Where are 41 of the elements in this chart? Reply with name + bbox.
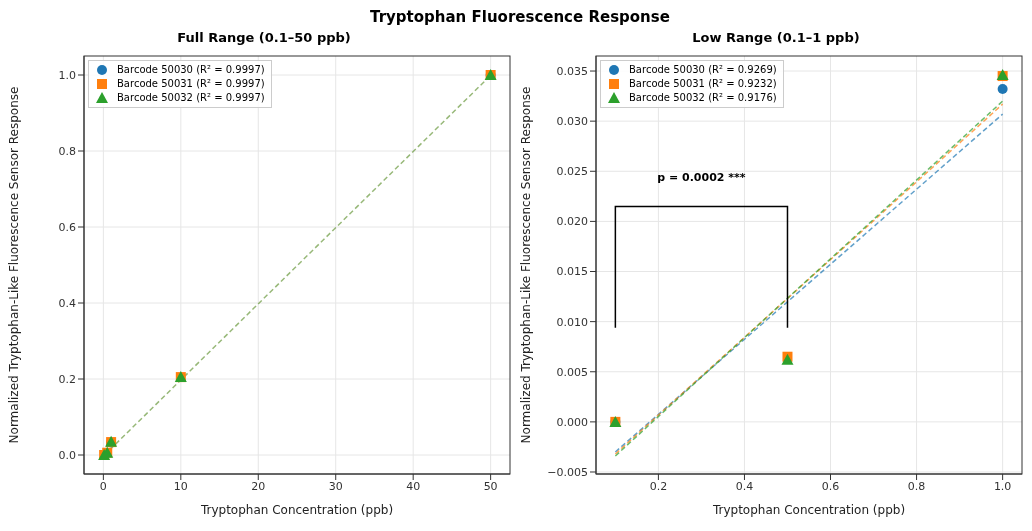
y-tick-label: 0.6	[58, 220, 76, 234]
y-tick-label: 0.000	[556, 415, 588, 429]
x-tick-label: 50	[483, 479, 498, 493]
y-tick-label: 0.0	[58, 448, 76, 462]
y-tick-label: 0.025	[556, 165, 588, 179]
point	[997, 84, 1008, 95]
x-tick-label: 0	[99, 479, 107, 493]
x-tick-label: 0.2	[649, 479, 668, 493]
legend-label: Barcode 50032 (R² = 0.9176)	[629, 91, 777, 105]
y-tick-label: 0.2	[58, 372, 76, 386]
annotation: p = 0.0002 ***	[657, 171, 746, 185]
y-tick-label: 0.030	[556, 115, 588, 129]
y-tick-label: 0.015	[556, 265, 588, 279]
legend-label: Barcode 50031 (R² = 0.9997)	[117, 77, 265, 91]
legend-label: Barcode 50030 (R² = 0.9269)	[629, 63, 777, 77]
chart-title: Full Range (0.1–50 ppb)	[176, 30, 352, 47]
x-tick-label: 1.0	[993, 479, 1012, 493]
y-tick-label: −0.005	[547, 465, 588, 479]
x-tick-label: 40	[406, 479, 421, 493]
y-axis-title: Normalized Tryptophan-Like Fluorescence Sensor Response	[519, 86, 534, 444]
y-tick-label: 1.0	[58, 68, 76, 82]
y-tick-label: 0.8	[58, 144, 76, 158]
chart-title: Low Range (0.1–1 ppb)	[691, 30, 861, 47]
text: Tryptophan Fluorescence Response	[369, 8, 671, 28]
y-axis-title: Normalized Tryptophan-Like Fluorescence Sensor Response	[7, 86, 22, 444]
y-tick-label: 0.005	[556, 365, 588, 379]
x-tick-label: 10	[173, 479, 188, 493]
legend-label: Barcode 50030 (R² = 0.9997)	[117, 63, 265, 77]
x-tick-label: 0.4	[735, 479, 754, 493]
x-tick-label: 20	[251, 479, 266, 493]
y-tick-label: 0.4	[58, 296, 76, 310]
y-tick-label: 0.035	[556, 64, 588, 78]
legend-label: Barcode 50031 (R² = 0.9232)	[629, 77, 777, 91]
x-axis-title: Tryptophan Concentration (ppb)	[199, 503, 394, 517]
x-tick-label: 0.8	[907, 479, 926, 493]
y-tick-label: 0.010	[556, 315, 588, 329]
x-tick-label: 30	[328, 479, 343, 493]
x-tick-label: 0.6	[821, 479, 840, 493]
x-axis-title: Tryptophan Concentration (ppb)	[711, 503, 906, 517]
y-tick-label: 0.020	[556, 215, 588, 229]
legend-label: Barcode 50032 (R² = 0.9997)	[117, 91, 265, 105]
